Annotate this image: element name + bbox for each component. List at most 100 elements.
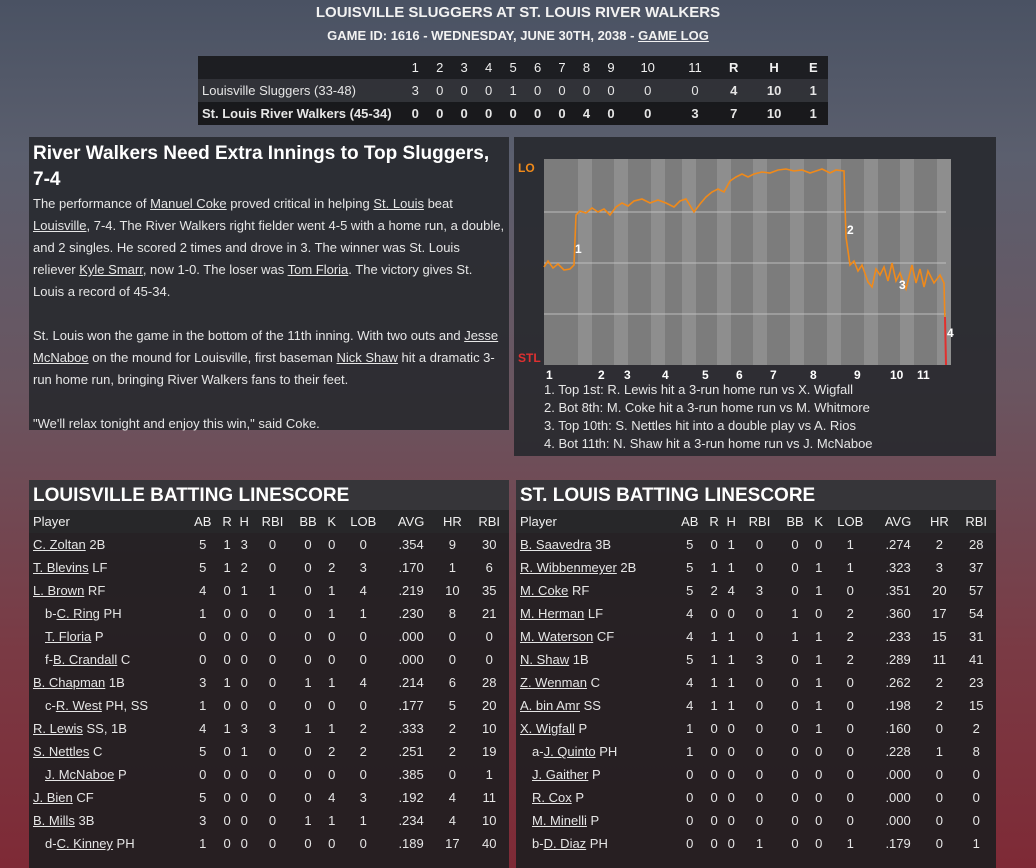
player-link[interactable]: J. Bien <box>33 790 73 805</box>
player-position: PH, SS <box>101 698 149 713</box>
player-position: SS, 1B <box>82 721 127 736</box>
story-link[interactable]: Nick Shaw <box>336 350 398 365</box>
stat-cell: 0 <box>223 744 231 759</box>
stat-cell: 11 <box>482 790 496 805</box>
inning-runs: 0 <box>623 79 673 102</box>
stat-cell: 1 <box>710 652 718 667</box>
stat-cell: .192 <box>398 790 424 805</box>
player-link[interactable]: R. Lewis <box>33 721 83 736</box>
player-link[interactable]: B. Mills <box>33 813 75 828</box>
stat-cell: 0 <box>328 698 336 713</box>
team-total: 10 <box>749 102 799 125</box>
stat-cell: 0 <box>240 767 248 782</box>
stat-cell: .262 <box>885 675 911 690</box>
game-log-link[interactable]: GAME LOG <box>638 28 709 43</box>
story-link[interactable]: Jesse McNaboe <box>33 328 499 365</box>
stat-cell: 0 <box>268 767 277 782</box>
story-link[interactable]: Tom Floria <box>287 262 349 277</box>
player-cell: b-C. Ring PH <box>29 602 187 625</box>
stat-cell: 0 <box>710 744 718 759</box>
batting-row: B. Mills 3B 3 0 0 0 1 1 1.234 4 10 <box>29 809 509 832</box>
stat-cell: 0 <box>268 606 277 621</box>
batting-column-header: H <box>235 510 253 533</box>
linescore-header-team <box>198 56 403 79</box>
inning-stripe <box>682 159 696 365</box>
stat-cell: .351 <box>885 583 911 598</box>
stlouis-batting-linescore: ST. LOUIS BATTING LINESCORE Player AB R H RB… <box>516 480 996 868</box>
player-link[interactable]: R. West <box>55 698 102 713</box>
player-link[interactable]: C. Ring <box>56 606 100 621</box>
stat-cell: 3 <box>240 537 248 552</box>
player-link[interactable]: M. Minelli <box>532 813 587 828</box>
story-link[interactable]: Kyle Smarr <box>79 262 143 277</box>
stat-cell: 0 <box>846 675 854 690</box>
stat-cell: 1 <box>710 629 718 644</box>
player-link[interactable]: C. Kinney <box>56 836 113 851</box>
story-link[interactable]: Louisville <box>33 218 87 233</box>
player-link[interactable]: J. Gaither <box>532 767 589 782</box>
inning-stripe <box>651 159 665 365</box>
player-link[interactable]: C. Zoltan <box>33 537 86 552</box>
player-link[interactable]: M. Waterson <box>520 629 594 644</box>
player-link[interactable]: T. Floria <box>45 629 92 644</box>
player-cell: S. Nettles C <box>29 740 187 763</box>
stat-cell: 4 <box>686 629 694 644</box>
player-link[interactable]: L. Brown <box>33 583 85 598</box>
stat-cell: 0 <box>935 721 943 736</box>
player-link[interactable]: J. Quinto <box>543 744 596 759</box>
player-link[interactable]: B. Saavedra <box>520 537 592 552</box>
chart-plot-area <box>544 159 946 365</box>
stat-cell: 5 <box>199 537 207 552</box>
x-tick-label: 2 <box>598 368 605 381</box>
batting-row: d-C. Kinney PH 1 0 0 0 0 0 0.189 17 40 <box>29 832 509 855</box>
player-link[interactable]: B. Chapman <box>33 675 106 690</box>
player-link[interactable]: D. Diaz <box>543 836 587 851</box>
story-link[interactable]: Manuel Coke <box>150 196 227 211</box>
player-link[interactable]: S. Nettles <box>33 744 90 759</box>
player-link[interactable]: M. Herman <box>520 606 585 621</box>
player-link[interactable]: R. Cox <box>532 790 572 805</box>
stat-cell: 1 <box>815 675 823 690</box>
stat-cell: 2 <box>972 721 980 736</box>
stat-cell: 1 <box>328 675 336 690</box>
stat-cell: 1 <box>223 537 231 552</box>
stat-cell: 1 <box>710 675 718 690</box>
stat-cell: 0 <box>710 790 718 805</box>
x-tick-label: 9 <box>854 368 861 381</box>
sub-prefix: d- <box>45 836 57 851</box>
batting-row: M. Waterson CF 4 1 1 0 1 1 2.233 15 31 <box>516 625 996 648</box>
batting-row: L. Brown RF 4 0 1 1 0 1 4.219 10 35 <box>29 579 509 602</box>
player-link[interactable]: A. bin Amr <box>520 698 580 713</box>
player-link[interactable]: J. McNaboe <box>45 767 115 782</box>
player-link[interactable]: X. Wigfall <box>520 721 575 736</box>
stat-cell: 1 <box>972 836 980 851</box>
player-link[interactable]: Z. Wenman <box>520 675 587 690</box>
stat-cell: .385 <box>398 767 424 782</box>
stat-cell: 0 <box>223 698 231 713</box>
stlouis-batting-title: ST. LOUIS BATTING LINESCORE <box>516 480 996 510</box>
batting-row: b-C. Ring PH 1 0 0 0 0 1 1.230 8 21 <box>29 602 509 625</box>
batting-column-header: AVG <box>386 510 436 533</box>
stat-cell: 1 <box>223 675 231 690</box>
player-cell: N. Shaw 1B <box>516 648 674 671</box>
inning-header: 7 <box>549 56 575 79</box>
player-link[interactable]: R. Wibbenmeyer <box>520 560 617 575</box>
stat-cell: 0 <box>815 744 823 759</box>
stat-cell: 0 <box>791 813 799 828</box>
stat-cell: 0 <box>686 836 694 851</box>
stat-cell: 0 <box>791 583 799 598</box>
player-link[interactable]: T. Blevins <box>33 560 89 575</box>
stat-cell: 41 <box>968 652 984 667</box>
story-text: St. Louis won the game in the bottom of … <box>33 328 465 343</box>
batting-header-row: Player AB R H RBI BB K LOB AVG HR RBI <box>29 510 509 533</box>
player-link[interactable]: B. Crandall <box>52 652 118 667</box>
stat-cell: 0 <box>935 767 943 782</box>
stat-cell: 4 <box>686 675 694 690</box>
player-link[interactable]: N. Shaw <box>520 652 570 667</box>
stat-cell: 1 <box>727 698 735 713</box>
stat-cell: 0 <box>755 606 764 621</box>
stat-cell: 0 <box>304 744 312 759</box>
stat-cell: 0 <box>791 537 799 552</box>
story-link[interactable]: St. Louis <box>373 196 424 211</box>
player-link[interactable]: M. Coke <box>520 583 569 598</box>
